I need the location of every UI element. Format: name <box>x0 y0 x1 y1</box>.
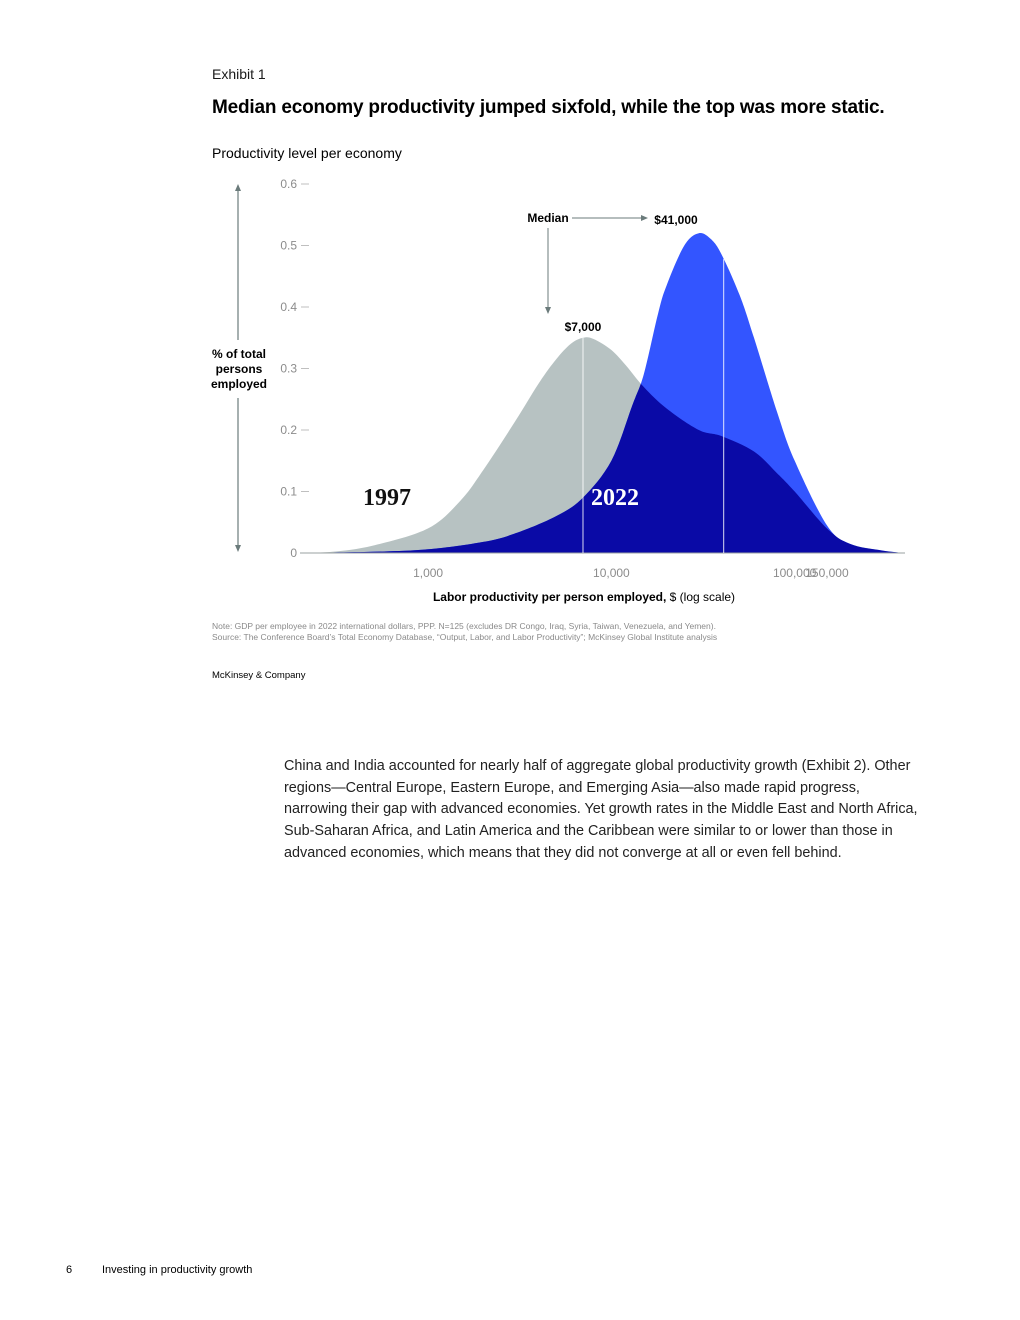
x-tick-label: 10,000 <box>593 566 630 580</box>
note-text: Note: GDP per employee in 2022 internati… <box>212 621 716 631</box>
series-2022-label: 2022 <box>591 485 639 511</box>
median-arrow-down-head <box>545 307 551 314</box>
footer-doc-title: Investing in productivity growth <box>102 1264 253 1276</box>
x-axis-label: Labor productivity per person employed, … <box>433 590 735 604</box>
y-tick-label: 0.2 <box>280 423 297 437</box>
x-tick-label: 150,000 <box>805 566 849 580</box>
y-tick-label: 0.5 <box>280 239 297 253</box>
chart-note: Note: GDP per employee in 2022 internati… <box>212 621 717 643</box>
productivity-distribution-chart: 0 0.1 0.2 0.3 0.4 0.5 0.6 1,000 10,000 100,000150… <box>211 177 905 604</box>
median-1997-label: $7,000 <box>565 320 602 334</box>
series-overlap-area <box>300 337 905 553</box>
exhibit-label: Exhibit 1 <box>212 66 266 82</box>
y-tick-label: 0.1 <box>280 485 297 499</box>
x-tick-label: 100,000 <box>773 566 817 580</box>
annotation-layer: $7,000 $41,000 Median 1997 2022 <box>363 211 725 553</box>
exhibit-title: Median economy productivity jumped sixfo… <box>212 97 885 118</box>
area-layer <box>300 233 905 554</box>
median-annotation-label: Median <box>527 211 568 225</box>
y-axis-label: % of total persons employed <box>211 347 267 391</box>
x-tick-label: 1,000 <box>413 566 443 580</box>
y-axis-arrow-up-head <box>235 184 241 191</box>
source-text: Source: The Conference Board’s Total Eco… <box>212 632 718 642</box>
y-tick-label: 0.3 <box>280 362 297 376</box>
median-arrow-right-head <box>641 215 648 221</box>
body-paragraph: China and India accounted for nearly hal… <box>284 758 918 861</box>
chart-title: Productivity level per economy <box>212 145 402 161</box>
median-2022-label: $41,000 <box>654 213 698 227</box>
y-tick-label: 0.4 <box>280 300 297 314</box>
brand-name: McKinsey & Company <box>212 670 306 681</box>
y-axis-arrow-down-head <box>235 545 241 552</box>
y-tick-label: 0.6 <box>280 177 297 191</box>
page-number: 6 <box>66 1264 73 1276</box>
axis-layer: 0 0.1 0.2 0.3 0.4 0.5 0.6 1,000 10,000 100,000150… <box>211 177 905 604</box>
y-tick-label: 0 <box>290 546 297 560</box>
series-1997-label: 1997 <box>363 485 411 511</box>
